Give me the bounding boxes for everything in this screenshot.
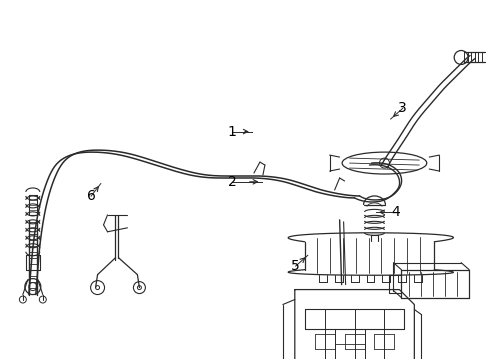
Circle shape: [95, 285, 100, 289]
Text: 4: 4: [390, 205, 399, 219]
Text: 2: 2: [227, 175, 236, 189]
Text: 3: 3: [398, 101, 407, 115]
Circle shape: [29, 283, 37, 291]
Circle shape: [137, 285, 141, 289]
Text: 1: 1: [227, 125, 236, 139]
Text: 6: 6: [86, 189, 95, 203]
Text: 5: 5: [291, 259, 300, 273]
